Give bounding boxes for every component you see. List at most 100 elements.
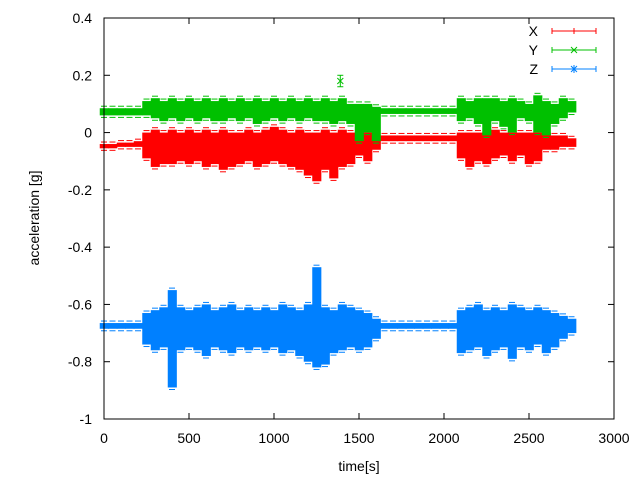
error-band-x xyxy=(312,132,322,182)
legend-label-x: X xyxy=(529,23,539,39)
error-band-y xyxy=(167,98,177,119)
y-tick-label: -0.2 xyxy=(68,182,92,198)
y-tick-label: -0.8 xyxy=(68,354,92,370)
y-tick-label: -0.6 xyxy=(68,296,92,312)
error-band-x xyxy=(201,129,211,167)
error-band-z xyxy=(405,323,415,329)
legend-swatch-z xyxy=(551,65,597,73)
error-band-z xyxy=(201,304,211,356)
x-tick-label: 0 xyxy=(100,430,108,446)
error-band-y xyxy=(269,98,279,119)
error-band-x xyxy=(558,135,568,147)
error-band-y xyxy=(227,101,237,119)
error-band-x xyxy=(507,132,517,162)
error-band-x xyxy=(269,126,279,162)
error-band-y xyxy=(388,108,398,114)
y-tick-label: 0.4 xyxy=(73,10,93,26)
error-band-x xyxy=(337,129,347,167)
error-band-x xyxy=(329,132,339,179)
error-band-y xyxy=(456,98,466,122)
error-band-y xyxy=(354,103,364,142)
error-band-x xyxy=(346,132,356,165)
error-band-z xyxy=(380,323,390,329)
error-band-z xyxy=(533,307,543,345)
error-band-x xyxy=(541,132,551,150)
error-band-x xyxy=(159,132,169,165)
error-band-y xyxy=(490,98,500,122)
error-band-z xyxy=(269,310,279,348)
error-band-z xyxy=(116,323,126,329)
y-tick-label: 0.2 xyxy=(73,67,93,83)
error-band-z xyxy=(167,290,177,388)
error-band-y xyxy=(295,101,305,122)
error-band-x xyxy=(108,144,118,149)
error-band-z xyxy=(507,304,517,359)
error-band-x xyxy=(363,132,373,162)
error-band-x xyxy=(227,132,237,167)
error-band-y xyxy=(201,98,211,119)
error-band-y xyxy=(116,108,126,116)
error-band-x xyxy=(490,129,500,159)
error-band-x xyxy=(431,135,441,142)
error-band-y xyxy=(439,108,449,114)
error-band-y xyxy=(414,108,424,114)
error-band-y xyxy=(125,108,135,116)
error-band-y xyxy=(465,101,475,119)
error-band-z xyxy=(363,313,373,348)
error-band-x xyxy=(456,132,466,159)
error-band-z xyxy=(329,310,339,354)
error-band-y xyxy=(422,108,432,114)
error-band-z xyxy=(193,307,203,351)
error-band-x xyxy=(499,132,509,156)
plot-border xyxy=(103,17,615,420)
error-band-z xyxy=(125,323,135,329)
error-band-z xyxy=(567,318,577,334)
error-band-x xyxy=(210,132,220,165)
error-band-y xyxy=(533,95,543,133)
legend-label-y: Y xyxy=(529,42,539,58)
error-band-x xyxy=(516,132,526,156)
y-tick-label: -1 xyxy=(80,411,93,427)
error-band-z xyxy=(558,315,568,339)
legend-marker-star-icon xyxy=(570,65,578,73)
error-band-z xyxy=(456,310,466,354)
error-band-x xyxy=(286,132,296,167)
x-tick-label: 500 xyxy=(177,430,201,446)
error-band-z xyxy=(388,323,398,329)
error-band-y xyxy=(244,101,254,119)
error-band-y xyxy=(329,101,339,124)
error-band-z xyxy=(439,323,449,329)
error-band-x xyxy=(405,135,415,142)
error-band-y xyxy=(320,98,330,122)
error-band-z xyxy=(252,310,262,348)
error-band-z xyxy=(286,307,296,351)
error-band-y xyxy=(482,98,492,136)
error-band-y xyxy=(235,98,245,122)
error-band-y xyxy=(133,108,143,116)
error-band-y xyxy=(516,101,526,119)
axis-ticks: 0 500 1000 1500 2000 2500 3000 0.4 0.2 0 -0.2 -0.4 -… xyxy=(68,10,630,446)
error-band-z xyxy=(482,310,492,356)
error-band-y xyxy=(550,103,560,124)
error-band-z xyxy=(414,323,424,329)
error-band-y xyxy=(150,98,160,119)
error-band-x xyxy=(125,142,135,147)
error-band-y xyxy=(448,108,458,114)
error-band-x xyxy=(184,129,194,165)
error-band-y xyxy=(303,98,313,119)
error-band-x xyxy=(133,141,143,147)
error-band-y xyxy=(363,103,373,133)
error-band-x xyxy=(167,129,177,165)
error-band-z xyxy=(244,307,254,351)
error-band-y xyxy=(524,103,534,122)
error-band-x xyxy=(193,132,203,162)
error-band-x xyxy=(567,138,577,147)
x-tick-label: 3000 xyxy=(598,430,629,446)
error-band-x xyxy=(414,135,424,142)
error-band-z xyxy=(303,304,313,362)
error-band-z xyxy=(516,307,526,348)
error-band-z xyxy=(371,318,381,339)
legend-swatch-x xyxy=(551,28,597,34)
x-axis-label: time[s] xyxy=(338,458,379,474)
